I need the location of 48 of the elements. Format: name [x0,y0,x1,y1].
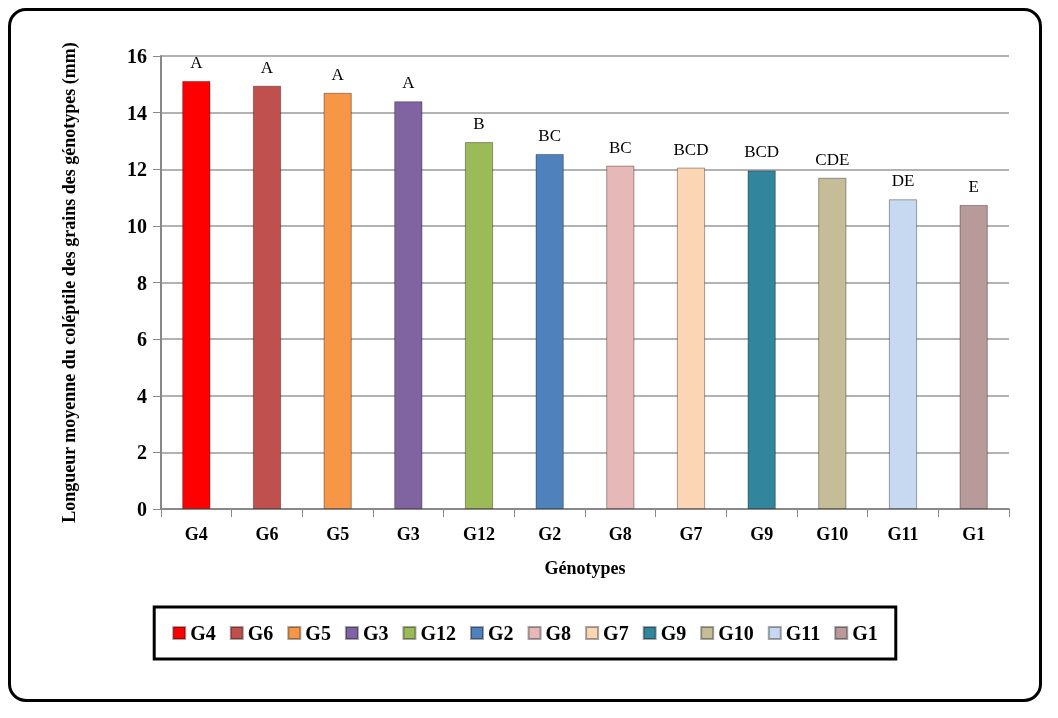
y-tick-label: 12 [127,158,147,181]
legend-label: G10 [718,622,754,644]
legend-label: G2 [488,622,514,644]
y-tick-label: 4 [137,384,147,407]
legend-label: G1 [852,622,878,644]
legend-label: G11 [785,622,821,644]
y-tick-label: 6 [137,328,147,351]
y-axis-title: Longueur moyenne du coléptile des grains des génotypes (mm) [59,42,80,523]
annotation: B [473,114,485,134]
legend-label: G3 [362,622,389,644]
annotation: BC [608,137,632,157]
annotation: BCD [744,142,780,162]
legend-label: G7 [603,622,629,644]
legend-label: G4 [190,622,216,644]
y-tick-label: 8 [137,271,147,294]
y-tick-label: 16 [127,45,147,67]
x-tick-label: G2 [538,524,562,544]
legend-label: G8 [545,622,572,644]
annotation: E [968,176,979,196]
rounded-frame: A A A A B BC BC BCD BCD CDE DE E Longueur moyenne du coléptile des grains des génotypes (mm) Génotypes 0 2 4 6 8 10 12 14 16 G4 G6 G5 G3 G12 G2 G8 G7 G9 G10 G11 G1 G4 G6 G5 G3 G12 G2 G8 G7 G9 G10 G11 G1 [8,8,1042,702]
annotation: BCD [673,139,709,159]
annotation: A [260,57,274,77]
y-tick-label: 2 [137,441,147,464]
x-tick-label: G1 [962,524,986,544]
x-tick-label: G4 [184,524,208,544]
x-tick-label: G5 [326,524,350,544]
annotation: A [190,52,204,72]
x-tick-label: G6 [255,524,279,544]
legend-label: G6 [247,622,274,644]
y-tick-label: 14 [127,101,147,124]
x-tick-label: G10 [816,524,849,544]
x-tick-label: G8 [608,524,632,544]
y-tick-label: 10 [127,214,147,237]
legend-label: G5 [305,622,331,644]
legend-label: G9 [660,622,687,644]
legend-label: G12 [420,622,456,644]
annotation: CDE [815,149,850,169]
x-tick-label: G7 [679,524,703,544]
y-tick-label: 0 [137,498,147,520]
annotation: DE [891,171,915,191]
x-tick-label: G3 [396,524,420,544]
x-tick-label: G12 [462,524,496,544]
annotation: BC [538,125,562,145]
x-tick-label: G11 [887,524,919,544]
annotation: A [331,64,345,84]
x-axis-title: Génotypes [544,558,626,578]
annotation: A [402,73,416,93]
x-tick-label: G9 [750,524,774,544]
